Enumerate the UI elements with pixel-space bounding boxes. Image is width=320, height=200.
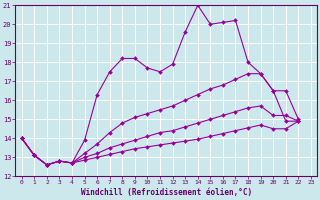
X-axis label: Windchill (Refroidissement éolien,°C): Windchill (Refroidissement éolien,°C) (81, 188, 252, 197)
